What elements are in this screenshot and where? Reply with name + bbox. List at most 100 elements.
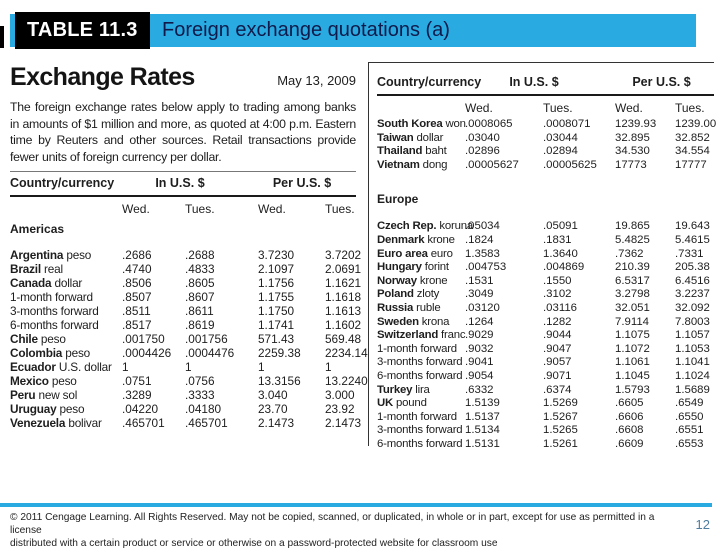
subheader-wed: Wed. [615, 101, 643, 115]
footer-accent-rule [0, 503, 712, 507]
right-table-subheader: Wed. Tues. Wed. Tues. [377, 96, 714, 115]
right-table-header: Country/currency In U.S. $ Per U.S. $ [377, 71, 714, 96]
rate-value: 1.3583 [465, 247, 500, 260]
rate-value: .1550 [543, 274, 572, 287]
currency-name: 1-month forward [377, 410, 457, 423]
column-header-per-usd: Per U.S. $ [272, 176, 332, 190]
rate-value: .6605 [615, 397, 644, 410]
currency-name: Argentina peso [10, 248, 92, 262]
rate-value: .9029 [465, 329, 494, 342]
rate-value: 19.865 [615, 220, 650, 233]
rate-value: .1531 [465, 274, 494, 287]
rate-value: 210.39 [615, 261, 650, 274]
rate-value: 1.1621 [325, 276, 362, 290]
rate-value: 3.7202 [325, 248, 362, 262]
rate-value: .6374 [543, 383, 572, 396]
left-table-body: Americas Argentina peso .2686 .2688 3.7230 3.… [10, 222, 368, 430]
rate-value: .6332 [465, 383, 494, 396]
scan-edge-artifact [0, 26, 4, 48]
rate-value: .0004426 [122, 346, 172, 360]
rate-value: 1239.93 [615, 118, 657, 130]
currency-name: Switzerland franc [377, 329, 466, 342]
rate-value: 19.643 [675, 220, 710, 233]
section-label: Europe [377, 192, 419, 207]
rate-value: 1.1602 [325, 318, 362, 332]
table-row: UK pound 1.5139 1.5269 .6605 .6549 [377, 397, 714, 411]
rate-value: .9047 [543, 342, 572, 355]
slide-title-bar: TABLE 11.3 Foreign exchange quotations (… [10, 12, 696, 49]
rate-value: .6549 [675, 397, 704, 410]
rate-value: 2.1473 [325, 416, 362, 430]
rate-value: 1 [325, 360, 332, 374]
subheader-tues: Tues. [675, 101, 705, 115]
rate-value: 1.3640 [543, 247, 578, 260]
rate-value: 1.1741 [258, 318, 295, 332]
rate-value: 6.4516 [675, 274, 710, 287]
rate-value: 1.5131 [465, 437, 500, 450]
rate-value: 1.1755 [258, 290, 295, 304]
rate-value: 2234.14 [325, 346, 368, 360]
currency-name: Peru new sol [10, 388, 78, 402]
rate-value: .03120 [465, 301, 500, 314]
table-row: Switzerland franc .9029 .9044 1.1075 1.1057 [377, 329, 714, 343]
rate-value: 13.2240 [325, 374, 368, 388]
currency-name: Thailand baht [377, 145, 447, 158]
rate-value: .03040 [465, 131, 500, 144]
rate-value: .6551 [675, 424, 704, 437]
table-row: Peru new sol .3289 .3333 3.040 3.000 [10, 388, 356, 402]
rate-value: 1.1057 [675, 329, 710, 342]
rate-value: .8506 [122, 276, 152, 290]
rate-value: .8607 [185, 290, 215, 304]
subheader-tues: Tues. [543, 101, 573, 115]
rate-value: 1.1045 [615, 369, 650, 382]
rate-value: .004869 [543, 261, 585, 274]
currency-name: Uruguay peso [10, 402, 85, 416]
currency-name: Russia ruble [377, 301, 441, 314]
rate-value: 1.5689 [675, 383, 710, 396]
rate-value: .6609 [615, 437, 644, 450]
rate-value: 1.5267 [543, 410, 578, 423]
table-row: Norway krone .1531 .1550 6.5317 6.4516 [377, 275, 714, 289]
currency-name: Euro area euro [377, 247, 453, 260]
rate-value: 1.1075 [615, 329, 650, 342]
rate-value: .465701 [185, 416, 228, 430]
currency-name: Taiwan dollar [377, 131, 444, 144]
rate-value: .02896 [465, 145, 500, 158]
copyright-line-1: © 2011 Cengage Learning. All Rights Rese… [10, 512, 655, 536]
subheader-wed: Wed. [465, 101, 493, 115]
currency-name: Hungary forint [377, 261, 449, 274]
rate-value: 2.1473 [258, 416, 295, 430]
rate-value: 3.2798 [615, 288, 650, 301]
rate-value: 1.1053 [675, 342, 710, 355]
table-row: Colombia peso .0004426 .0004476 2259.38 2234… [10, 346, 368, 360]
rate-value: .05034 [465, 220, 500, 233]
subheader-wed: Wed. [122, 202, 150, 216]
rate-value: .004753 [465, 261, 507, 274]
rate-value: 34.530 [615, 145, 650, 158]
rate-value: 1.5137 [465, 410, 500, 423]
subheader-tues: Tues. [325, 202, 355, 216]
rate-value: .03116 [543, 301, 577, 314]
rate-value: 13.3156 [258, 374, 301, 388]
right-table-body: South Korea won .0008065 .0008071 1239.93 12… [377, 115, 716, 451]
exhibit-left-column: Exchange Rates May 13, 2009 The foreign … [10, 64, 368, 430]
rate-value: .0008071 [543, 118, 591, 130]
currency-name: 3-months forward [10, 304, 99, 318]
table-row: Uruguay peso .04220 .04180 23.70 23.92 [10, 402, 356, 416]
table-row: Denmark krone .1824 .1831 5.4825 5.4615 [377, 234, 714, 248]
table-row: 1-month forward .9032 .9047 1.1072 1.1053 [377, 343, 714, 357]
rate-value: .04180 [185, 402, 222, 416]
rate-value: 1.1024 [675, 369, 710, 382]
rate-value: .8517 [122, 318, 152, 332]
rate-value: 32.051 [615, 301, 650, 314]
table-row: Venezuela bolivar .465701 .465701 2.1473 2.1… [10, 416, 362, 430]
table-row: Argentina peso .2686 .2688 3.7230 3.7202 [10, 248, 362, 262]
currency-name: 3-months forward [377, 424, 463, 437]
rate-value: 5.4615 [675, 233, 710, 246]
table-row: 3-months forward 1.5134 1.5265 .6608 .6551 [377, 424, 714, 438]
currency-name: Denmark krone [377, 233, 455, 246]
table-row: South Korea won .0008065 .0008071 1239.93 12… [377, 118, 716, 132]
rate-value: .9071 [543, 369, 572, 382]
rate-value: 7.9114 [615, 315, 649, 328]
rate-value: .8611 [185, 304, 214, 318]
